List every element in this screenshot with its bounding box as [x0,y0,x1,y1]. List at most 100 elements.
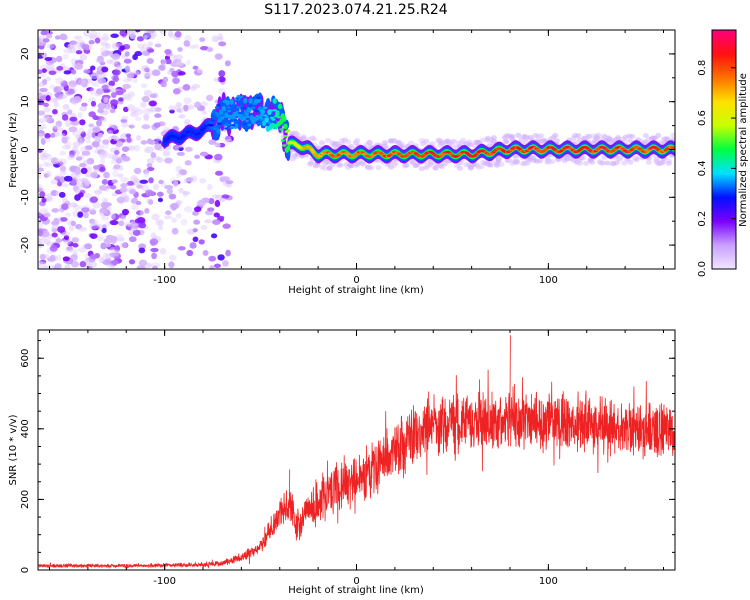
spectrogram-cell [120,182,128,189]
snr-y-tick-label: 600 [20,349,31,368]
spectrogram-cell [337,162,344,168]
spectrogram-cell [100,150,109,157]
spectrogram-cell [135,30,141,33]
spectrogram-ridge-cell [212,114,217,117]
spectrogram-cell [142,113,150,121]
spectrogram-cell [100,242,108,250]
spectrogram-cell [538,133,545,139]
spectrogram-cell [589,160,596,166]
spectrogram-cell [194,101,202,109]
spectrogram-ridge-cell [263,106,268,110]
spectrogram-cell [104,238,113,244]
spectrogram-ridge-cell [261,120,267,127]
spectrogram-cell [97,224,104,231]
spectrogram-ridge-cell [241,106,247,110]
spectrogram-cell [176,172,182,178]
spectrogram-cell [89,223,99,230]
spectrogram-cell [155,219,165,227]
spectrogram-cell [78,226,87,232]
spectrogram-ridge-cell [237,111,243,115]
spectrogram-cell [178,187,184,194]
spectrogram-cell [169,109,175,114]
spectrogram-cell [148,199,154,205]
spectrogram-ridge-cell [224,127,229,130]
spectrogram-cell [149,106,157,113]
spectrogram-cell [105,221,111,227]
spectrogram-cell [38,126,44,131]
spectrogram-cell [192,65,199,70]
spectrogram-ridge-cell [244,110,249,114]
spectrogram-ridge-cell [252,102,257,105]
spectrogram-cell [107,153,116,159]
spectrogram-cell [158,179,165,185]
spectrogram-ridge-cell [281,144,287,147]
spectrogram-cell [55,238,63,243]
spectrogram-cell [192,236,199,243]
spectrogram-cell [122,208,130,216]
spectrogram-cell [90,100,97,107]
spectrogram-cell [51,232,58,238]
spectrogram-cell [77,78,86,86]
spectrogram-cell [110,33,119,38]
spectrogram-x-tick-label: 0 [353,275,359,286]
spectrogram-cell [113,69,121,76]
spectrogram-cell [63,70,72,75]
spectrogram-cell [193,219,201,225]
spectrogram-ridge-cell [233,99,239,103]
spectrogram-y-tick-label: 10 [20,95,31,108]
spectrogram-cell [178,114,186,119]
spectrogram-cell [79,105,88,112]
spectrogram-cell [493,162,500,168]
spectrogram-cell [51,221,60,226]
spectrogram-cell [77,247,87,253]
snr-x-ticks: -100 0 100 [49,330,664,587]
spectrogram-cell [142,72,152,77]
spectrogram-cell [103,97,109,104]
spectrogram-cell [119,45,126,51]
spectrogram-cell [225,249,231,257]
spectrogram-cell [100,117,107,123]
colorbar-gradient [712,30,736,269]
spectrogram-cell [164,215,173,220]
spectrogram-cell [100,215,110,221]
spectrogram-cell [39,73,46,78]
spectrogram-cell [177,47,183,52]
spectrogram-cell [48,70,57,76]
spectrogram-cell [93,127,100,132]
spectrogram-cell [199,151,209,157]
spectrogram-cell [128,259,136,265]
spectrogram-cell [71,260,79,268]
spectrogram-cell [224,60,231,67]
spectrogram-ridge-cell [264,116,269,123]
snr-x-tick-label: 100 [539,576,558,587]
spectrogram-cell [122,156,131,162]
spectrogram-cell [79,261,87,268]
spectrogram-cell [150,232,157,240]
spectrogram-cell [72,145,79,152]
spectrogram-cell [184,146,193,152]
spectrogram-cell [142,108,152,115]
spectrogram-ridge-cell [209,123,214,127]
spectrogram-x-ticks: -100 0 100 [49,30,664,286]
spectrogram-cell [97,77,107,84]
spectrogram-cell [308,160,315,166]
spectrogram-cell [56,254,62,261]
spectrogram-cell [490,135,497,141]
spectrogram-cell [139,101,147,109]
spectrogram-cell [84,260,92,267]
spectrogram-cell [95,88,104,95]
spectrogram-cell [222,260,229,267]
snr-y-tick-label: 200 [20,490,31,509]
spectrogram-cell [147,30,155,34]
spectrogram-cell [375,165,382,171]
spectrogram-cell [49,84,56,90]
spectrogram-cell [64,264,71,269]
spectrogram-cell [99,257,105,264]
spectrogram-cell [655,133,662,139]
spectrogram-cell [80,167,88,175]
spectrogram-cell [515,132,522,138]
spectrogram-cell [143,262,153,268]
spectrogram-cell [38,229,44,237]
spectrogram-cell [176,108,184,114]
colorbar-tick-label: 0.0 [697,261,708,277]
